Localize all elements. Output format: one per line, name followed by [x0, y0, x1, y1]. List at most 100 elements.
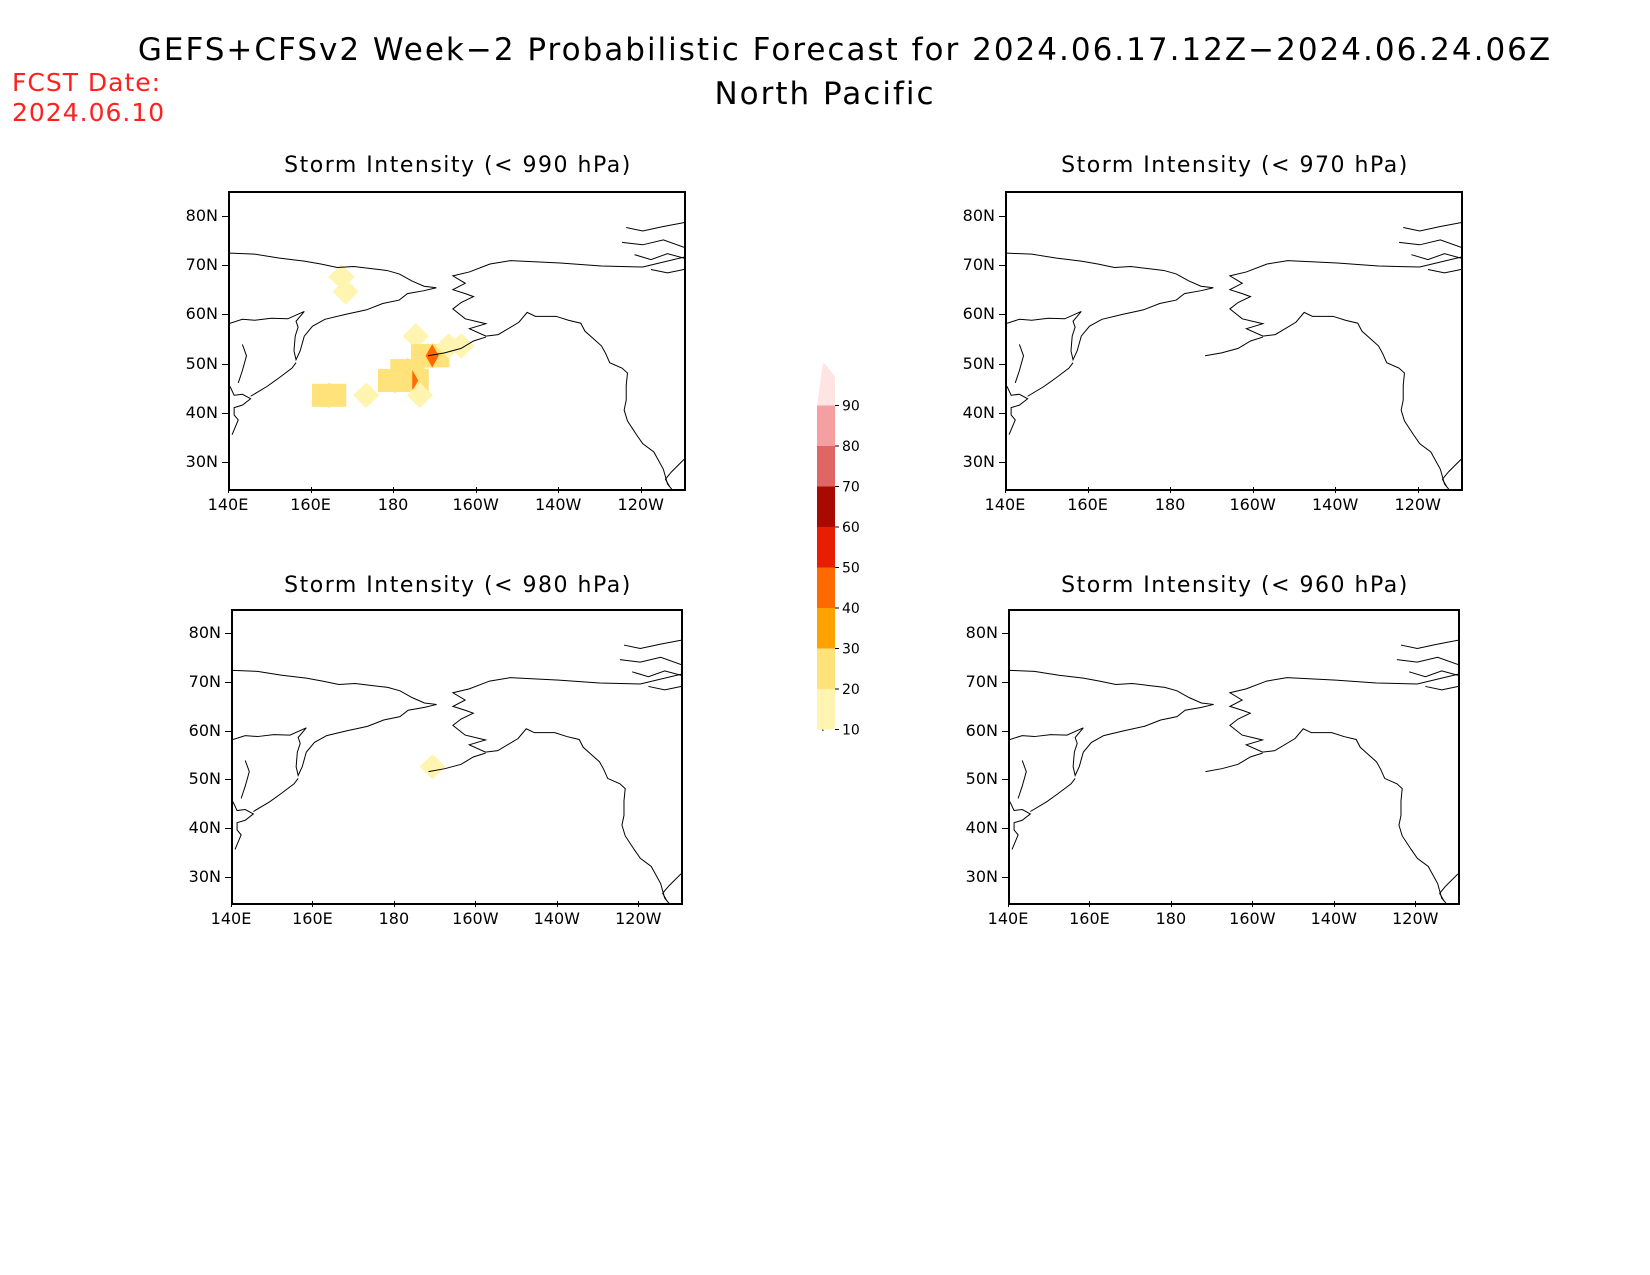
coastline: [626, 222, 684, 232]
probability-cell: [406, 382, 434, 409]
lon-tick: [1170, 901, 1172, 907]
coastline: [230, 252, 437, 362]
lat-tick-label: 80N: [965, 623, 998, 643]
lat-tick: [222, 314, 228, 316]
lat-tick: [222, 363, 228, 365]
lat-tick-label: 80N: [962, 205, 995, 225]
lon-tick-label: 140W: [1311, 495, 1359, 514]
lon-tick-label: 180: [378, 909, 410, 928]
map-svg: [233, 639, 681, 903]
colorbar-swatch: [817, 608, 835, 649]
coastline: [1205, 336, 1264, 357]
probability-cell: [377, 367, 413, 394]
lat-tick-label: 30N: [188, 866, 221, 886]
coastline: [1205, 752, 1263, 773]
probability-cell: [402, 323, 429, 349]
coastline: [1396, 656, 1458, 666]
lon-tick-label: 160E: [290, 495, 331, 514]
coastline: [428, 336, 487, 357]
page-title: GEFS+CFSv2 Week−2 Probabilistic Forecast…: [137, 32, 1553, 68]
coastline: [233, 801, 255, 850]
coastline: [623, 639, 681, 649]
colorbar-legend: 10 20 30 40 50 60 70 80 90: [805, 335, 885, 745]
coastline: [619, 656, 681, 666]
panel-title-970: Storm Intensity (< 970 hPa): [1061, 153, 1409, 178]
lat-tick: [1002, 633, 1008, 635]
probability-cell: [311, 382, 347, 409]
lon-tick-label: 120W: [1394, 495, 1441, 514]
lat-tick-label: 70N: [188, 672, 221, 691]
lon-tick: [1008, 901, 1009, 907]
lon-tick-label: 180: [377, 495, 409, 514]
lon-tick: [1170, 487, 1172, 493]
coastline: [634, 253, 684, 261]
lat-tick: [1002, 828, 1008, 829]
lon-tick-label: 120W: [615, 909, 662, 928]
lon-tick-label: 180: [1155, 909, 1187, 928]
lat-tick: [225, 876, 231, 878]
lon-tick: [638, 901, 640, 907]
lat-tick: [225, 633, 231, 635]
lat-tick: [1002, 779, 1008, 781]
colorbar-swatch: [817, 567, 835, 608]
colorbar-label: 50: [842, 561, 860, 577]
coastline: [250, 362, 297, 397]
lon-tick-label: 140E: [210, 909, 252, 928]
panel-title-990: Storm Intensity (< 990 hPa): [284, 153, 632, 178]
lon-tick: [1333, 901, 1335, 907]
colorbar-label: 30: [842, 642, 860, 658]
lon-tick: [393, 487, 395, 493]
lat-tick: [1002, 876, 1008, 878]
coastline: [1007, 252, 1214, 362]
lat-tick-label: 60N: [188, 720, 221, 740]
coastline: [1411, 253, 1461, 261]
lon-tick-label: 160W: [452, 495, 499, 514]
coastline: [1014, 344, 1025, 384]
lon-tick: [1005, 487, 1006, 493]
map-panel-980: [231, 609, 683, 905]
coastline: [1027, 362, 1074, 397]
coastline: [237, 344, 248, 384]
coastline: [1399, 239, 1461, 248]
colorbar-label: 10: [842, 723, 860, 739]
map-svg: [1010, 639, 1458, 903]
coastline: [1427, 268, 1461, 274]
coastline: [622, 239, 684, 248]
colorbar-label: 80: [842, 439, 860, 455]
coastline: [664, 459, 684, 487]
lat-tick-label: 80N: [188, 623, 221, 643]
lon-tick: [1252, 901, 1254, 907]
lat-tick-label: 70N: [965, 672, 998, 691]
lat-tick-label: 40N: [188, 818, 221, 837]
lat-tick: [225, 779, 231, 781]
lon-tick-label: 140W: [533, 909, 580, 928]
coastline: [1425, 685, 1458, 691]
lon-tick: [1087, 487, 1089, 493]
map-panel-990: [228, 191, 686, 491]
coastline: [648, 685, 681, 691]
lat-tick: [225, 682, 231, 683]
coastline: [233, 669, 437, 778]
coastline: [1228, 673, 1458, 903]
coastline: [1010, 669, 1214, 778]
lon-tick-label: 140E: [207, 495, 249, 514]
lat-tick: [999, 215, 1005, 217]
map-panel-970: [1005, 191, 1463, 491]
lat-tick: [222, 413, 228, 414]
lon-tick-label: 160W: [452, 909, 499, 928]
coastline: [650, 268, 684, 274]
lat-tick-label: 60N: [185, 304, 218, 324]
probability-cell: [352, 382, 380, 409]
lon-tick-label: 140W: [534, 495, 582, 514]
lat-tick-label: 30N: [965, 866, 998, 886]
lon-tick: [228, 487, 229, 493]
lon-tick-label: 140W: [1310, 909, 1357, 928]
colorbar-swatch: [817, 363, 835, 406]
colorbar-svg: 10 20 30 40 50 60 70 80 90: [817, 363, 860, 739]
coastline: [240, 760, 250, 799]
lat-tick-label: 40N: [185, 403, 218, 422]
coastline: [1030, 778, 1076, 812]
lon-tick: [1417, 487, 1419, 493]
coastline: [451, 256, 684, 489]
probability-cell: [419, 754, 446, 780]
